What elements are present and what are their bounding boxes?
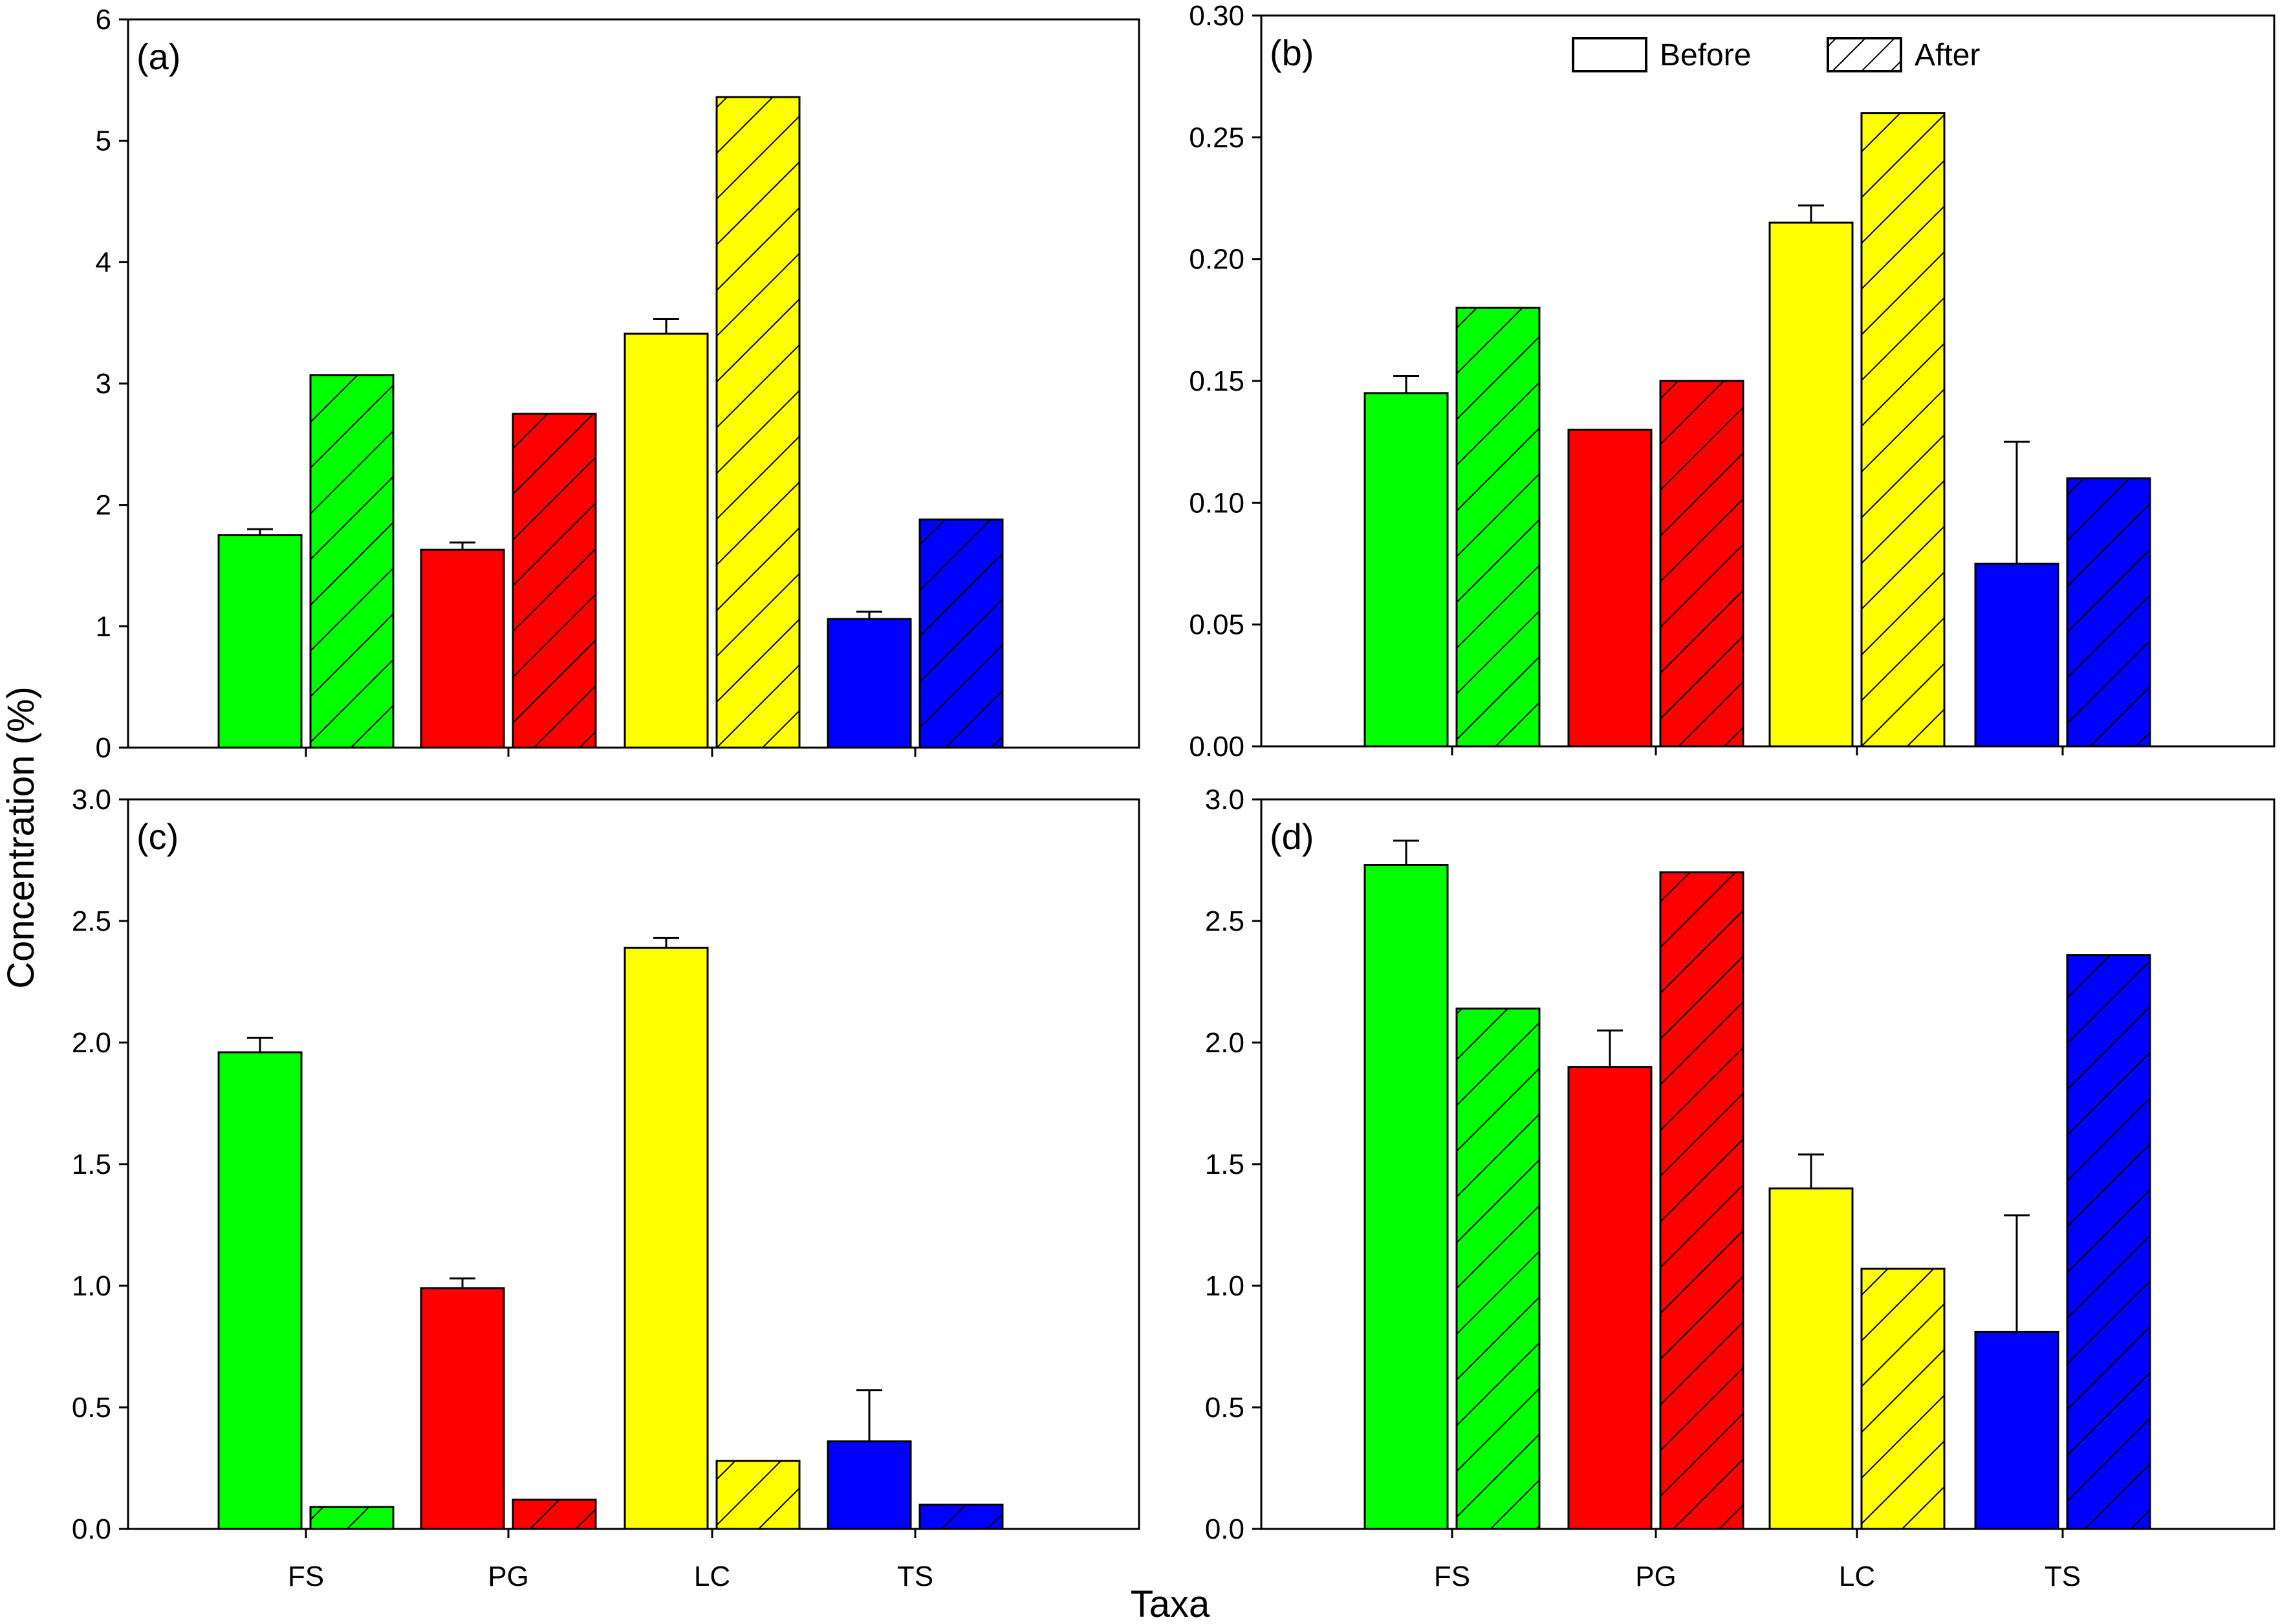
bar-c-pg-after — [512, 1499, 597, 1530]
y-tick-label: 3 — [96, 368, 111, 400]
y-tick-label: 2.5 — [72, 905, 111, 937]
bar-c-fs-after — [309, 1506, 395, 1530]
bar-a-pg-after — [512, 413, 597, 749]
panels: 0 1 2 3 4 5 6 (a) 0.00 0.05 0.10 0.15 0.20 0.25 0.30 (b… — [72, 0, 2275, 1592]
bar-b-lc-after — [1860, 112, 1946, 748]
x-tick-label: TS — [2045, 1561, 2081, 1592]
y-axis-title: Concentration (%) — [0, 686, 42, 988]
x-axis-title: Taxa — [1131, 1583, 1210, 1624]
bar-d-pg-after — [1659, 871, 1744, 1530]
bar-d-ts-before — [1974, 1330, 2059, 1530]
bar-d-lc-after — [1860, 1268, 1946, 1530]
y-tick-label: 0.05 — [1189, 609, 1244, 641]
y-tick-label: 2 — [96, 490, 111, 521]
bar-b-pg-before — [1567, 428, 1653, 748]
x-tick-label: PG — [1635, 1561, 1677, 1592]
bar-c-lc-after — [715, 1460, 801, 1530]
bar-b-ts-after — [2066, 477, 2151, 748]
y-tick-label: 0.5 — [1205, 1392, 1244, 1424]
x-tick-label: FS — [1434, 1561, 1470, 1592]
bar-a-fs-before — [217, 534, 303, 749]
bar-a-lc-before — [624, 332, 709, 749]
y-tick-label: 3.0 — [72, 784, 111, 816]
panel-b: 0.00 0.05 0.10 0.15 0.20 0.25 0.30 (b) — [1189, 0, 2275, 763]
y-tick-label: 0.5 — [72, 1392, 111, 1424]
bar-a-ts-after — [918, 518, 1004, 749]
bar-b-pg-after — [1659, 380, 1744, 748]
y-tick-label: 2.0 — [1205, 1027, 1244, 1059]
bar-a-pg-before — [420, 548, 505, 749]
y-tick-label: 1.5 — [1205, 1149, 1244, 1180]
bar-b-fs-before — [1363, 392, 1449, 748]
legend-swatch-after — [1827, 37, 1902, 72]
y-tick-label: 0.10 — [1189, 487, 1244, 519]
x-tick-label: TS — [897, 1561, 933, 1592]
panel-label: (c) — [136, 816, 179, 857]
legend-label-before: Before — [1660, 38, 1751, 72]
y-tick-label: 0.25 — [1189, 122, 1244, 153]
bar-c-ts-before — [827, 1440, 912, 1530]
y-tick-label: 0.15 — [1189, 365, 1244, 397]
panel-label: (b) — [1270, 32, 1314, 73]
y-tick-label: 2.5 — [1205, 905, 1244, 937]
panel-c: 0.0 0.5 1.0 1.5 2.0 2.5 3.0 (c) FS PG LC TS — [72, 784, 1140, 1592]
legend-label-after: After — [1915, 38, 1980, 72]
y-tick-label: 0.0 — [72, 1513, 111, 1545]
bar-d-ts-after — [2066, 954, 2151, 1530]
bar-b-lc-before — [1768, 221, 1854, 748]
y-tick-label: 1.0 — [72, 1270, 111, 1302]
y-tick-label: 0.30 — [1189, 0, 1244, 32]
y-tick-label: 1.0 — [1205, 1270, 1244, 1302]
panel-label: (a) — [136, 36, 180, 77]
legend-swatch-before — [1572, 37, 1647, 72]
x-tick-label: FS — [288, 1561, 324, 1592]
bar-b-fs-after — [1455, 307, 1541, 748]
bar-d-lc-before — [1768, 1187, 1854, 1530]
bar-a-lc-after — [715, 96, 801, 749]
x-tick-label: LC — [694, 1561, 730, 1592]
bar-a-fs-after — [309, 374, 395, 749]
y-tick-label: 2.0 — [72, 1027, 111, 1059]
y-tick-label: 1 — [96, 611, 111, 642]
panel-d: 0.0 0.5 1.0 1.5 2.0 2.5 3.0 (d) FS PG LC TS — [1205, 784, 2275, 1592]
bar-d-pg-before — [1567, 1066, 1653, 1530]
y-tick-label: 0.00 — [1189, 731, 1244, 763]
x-tick-label: PG — [488, 1561, 529, 1592]
y-tick-label: 6 — [96, 4, 111, 36]
y-tick-label: 0 — [96, 732, 111, 764]
bar-d-fs-after — [1455, 1007, 1541, 1530]
panel-a: 0 1 2 3 4 5 6 (a) — [96, 4, 1140, 764]
bar-c-pg-before — [420, 1287, 505, 1530]
bar-c-ts-after — [918, 1503, 1004, 1530]
bar-c-fs-before — [217, 1051, 303, 1530]
y-tick-label: 0.0 — [1205, 1513, 1244, 1545]
y-tick-label: 3.0 — [1205, 784, 1244, 816]
bar-b-ts-before — [1974, 563, 2059, 748]
y-tick-label: 5 — [96, 125, 111, 157]
bar-a-ts-before — [827, 618, 912, 749]
y-tick-label: 0.20 — [1189, 244, 1244, 276]
x-tick-label: LC — [1839, 1561, 1875, 1592]
panel-label: (d) — [1270, 816, 1314, 857]
bar-c-lc-before — [624, 946, 709, 1530]
y-tick-label: 4 — [96, 246, 111, 278]
bar-d-fs-before — [1363, 864, 1449, 1530]
legend: Before After — [1572, 37, 1980, 72]
y-tick-label: 1.5 — [72, 1149, 111, 1180]
